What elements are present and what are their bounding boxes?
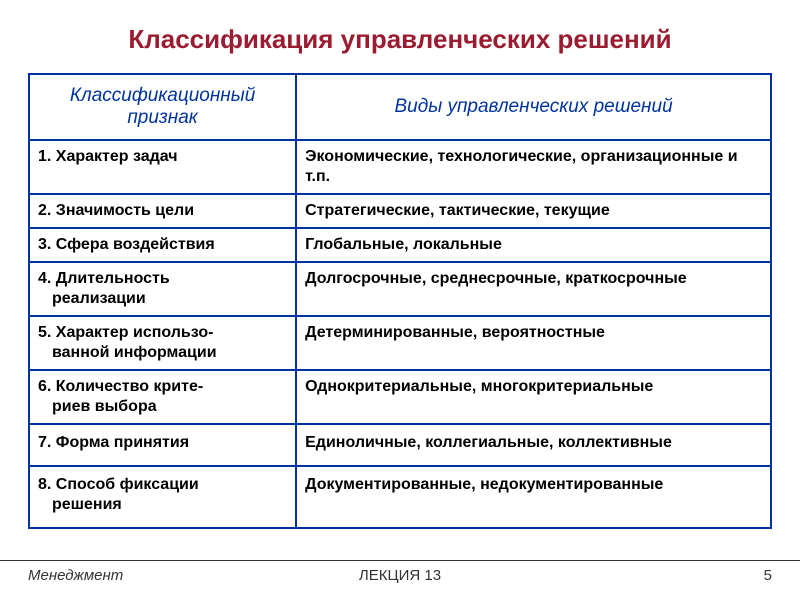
cell-types: Стратегические, тактические, текущие bbox=[296, 194, 771, 228]
cell-types: Однокритериальные, многокритериальные bbox=[296, 370, 771, 424]
cell-criteria: 3. Сфера воздействия bbox=[29, 228, 296, 262]
footer-page-number: 5 bbox=[764, 567, 772, 584]
criteria-text: 6. Количество крите- bbox=[38, 378, 203, 395]
cell-criteria: 2. Значимость цели bbox=[29, 194, 296, 228]
cell-criteria: 7. Форма принятия bbox=[29, 424, 296, 466]
classification-table-container: Классификационный признак Виды управленч… bbox=[0, 73, 800, 529]
cell-types: Документированные, недокументированные bbox=[296, 466, 771, 528]
criteria-text: 3. Сфера воздействия bbox=[38, 236, 215, 253]
table-row: 2. Значимость цели Стратегические, такти… bbox=[29, 194, 771, 228]
criteria-text: 5. Характер использо- bbox=[38, 324, 213, 341]
criteria-text: 2. Значимость цели bbox=[38, 202, 194, 219]
title-text: Классификация управленческих решений bbox=[20, 24, 780, 55]
cell-criteria: 6. Количество крите- риев выбора bbox=[29, 370, 296, 424]
cell-types: Единоличные, коллегиальные, коллективные bbox=[296, 424, 771, 466]
criteria-text-line2: ванной информации bbox=[38, 343, 287, 363]
footer-left: Менеджмент bbox=[28, 567, 123, 584]
cell-types: Глобальные, локальные bbox=[296, 228, 771, 262]
criteria-text: 4. Длительность bbox=[38, 270, 170, 287]
header-col-1: Классификационный признак bbox=[29, 74, 296, 140]
table-row: 3. Сфера воздействия Глобальные, локальн… bbox=[29, 228, 771, 262]
table-row: 5. Характер использо- ванной информации … bbox=[29, 316, 771, 370]
table-row: 4. Длительность реализации Долгосрочные,… bbox=[29, 262, 771, 316]
criteria-text: 7. Форма принятия bbox=[38, 434, 189, 451]
criteria-text-line2: риев выбора bbox=[38, 397, 287, 417]
criteria-text: 1. Характер задач bbox=[38, 148, 178, 165]
classification-table: Классификационный признак Виды управленч… bbox=[28, 73, 772, 529]
table-header-row: Классификационный признак Виды управленч… bbox=[29, 74, 771, 140]
cell-criteria: 1. Характер задач bbox=[29, 140, 296, 194]
cell-types: Экономические, технологические, организа… bbox=[296, 140, 771, 194]
table-row: 1. Характер задач Экономические, техноло… bbox=[29, 140, 771, 194]
criteria-text-line2: реализации bbox=[38, 289, 287, 309]
cell-criteria: 4. Длительность реализации bbox=[29, 262, 296, 316]
footer-center: ЛЕКЦИЯ 13 bbox=[359, 567, 441, 584]
page-title: Классификация управленческих решений bbox=[0, 0, 800, 73]
criteria-text-line2: решения bbox=[38, 495, 287, 515]
table-row: 7. Форма принятия Единоличные, коллегиал… bbox=[29, 424, 771, 466]
cell-types: Детерминированные, вероятностные bbox=[296, 316, 771, 370]
table-row: 8. Способ фиксации решения Документирова… bbox=[29, 466, 771, 528]
slide-footer: Менеджмент ЛЕКЦИЯ 13 5 bbox=[0, 560, 800, 584]
cell-criteria: 8. Способ фиксации решения bbox=[29, 466, 296, 528]
criteria-text: 8. Способ фиксации bbox=[38, 476, 199, 493]
cell-types: Долгосрочные, среднесрочные, краткосрочн… bbox=[296, 262, 771, 316]
header-col-2: Виды управленческих решений bbox=[296, 74, 771, 140]
table-row: 6. Количество крите- риев выбора Однокри… bbox=[29, 370, 771, 424]
cell-criteria: 5. Характер использо- ванной информации bbox=[29, 316, 296, 370]
